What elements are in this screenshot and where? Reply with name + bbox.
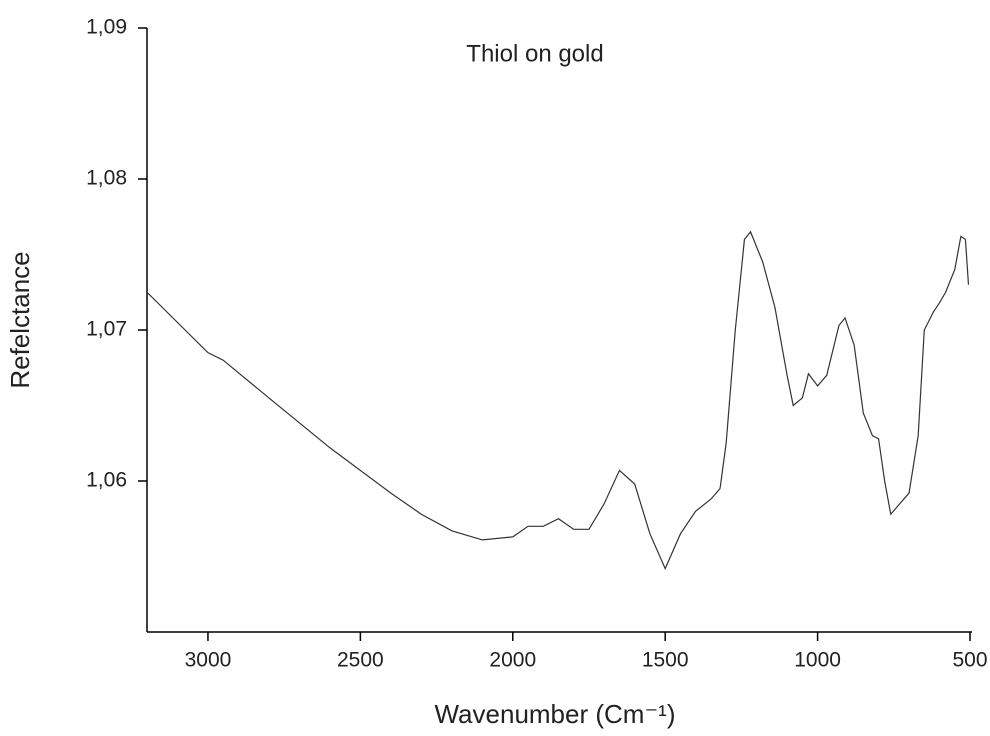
x-tick-label: 1000: [794, 649, 841, 672]
y-axis-label: Refelctance: [5, 251, 35, 388]
data-line: [146, 230, 970, 571]
x-tick-label: 500: [952, 649, 987, 672]
x-tick-label: 2000: [489, 649, 536, 672]
x-tick-label: 1500: [642, 649, 689, 672]
y-tick-label: 1,07: [86, 318, 127, 341]
x-axis-label: Wavenumber (Cm⁻¹): [434, 699, 675, 729]
x-tick-label: 2500: [337, 649, 384, 672]
y-tick-label: 1,08: [86, 167, 127, 190]
y-tick-label: 1,09: [86, 16, 127, 39]
x-tick-label: 3000: [185, 649, 232, 672]
y-tick-label: 1,06: [86, 469, 127, 492]
chart-title: Thiol on gold: [466, 40, 603, 67]
